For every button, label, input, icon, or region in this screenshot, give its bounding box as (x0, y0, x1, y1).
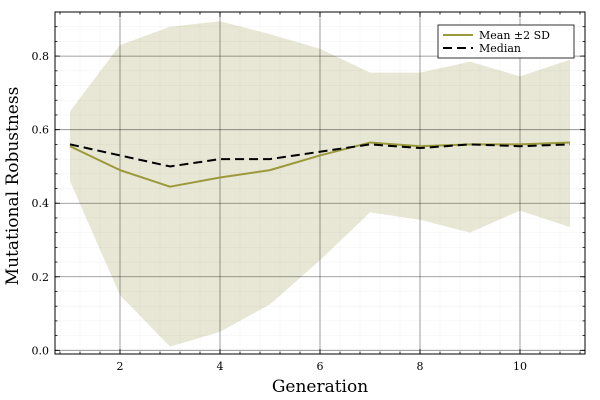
x-tick-label: 10 (513, 360, 527, 373)
y-tick-label: 0.6 (32, 124, 50, 137)
y-tick-label: 0.8 (32, 50, 50, 63)
minor-grid (55, 11, 585, 354)
series-layer (69, 141, 571, 188)
series-band-0 (70, 21, 570, 347)
y-tick-label: 0.4 (32, 197, 50, 210)
series-line-1 (69, 143, 571, 168)
x-tick-label: 2 (117, 360, 124, 373)
legend-label-1: Median (479, 42, 521, 55)
x-tick-label: 8 (417, 360, 424, 373)
x-tick-label: 6 (317, 360, 324, 373)
y-tick-label: 0.0 (32, 344, 50, 357)
y-tick-label: 0.2 (32, 271, 50, 284)
tick-labels: 2 4 6 8 10 0.0 0.2 0.4 0.6 0.8 (32, 50, 528, 373)
x-axis-label: Generation (272, 377, 368, 397)
legend-box (437, 24, 575, 59)
axis-ticks (55, 11, 585, 354)
y-axis-label: Mutational Robustness (3, 87, 23, 286)
major-grid (55, 12, 585, 354)
legend-label-0: Mean ±2 SD (479, 29, 550, 42)
confidence-band-layer (70, 21, 570, 347)
x-tick-label: 4 (217, 360, 224, 373)
